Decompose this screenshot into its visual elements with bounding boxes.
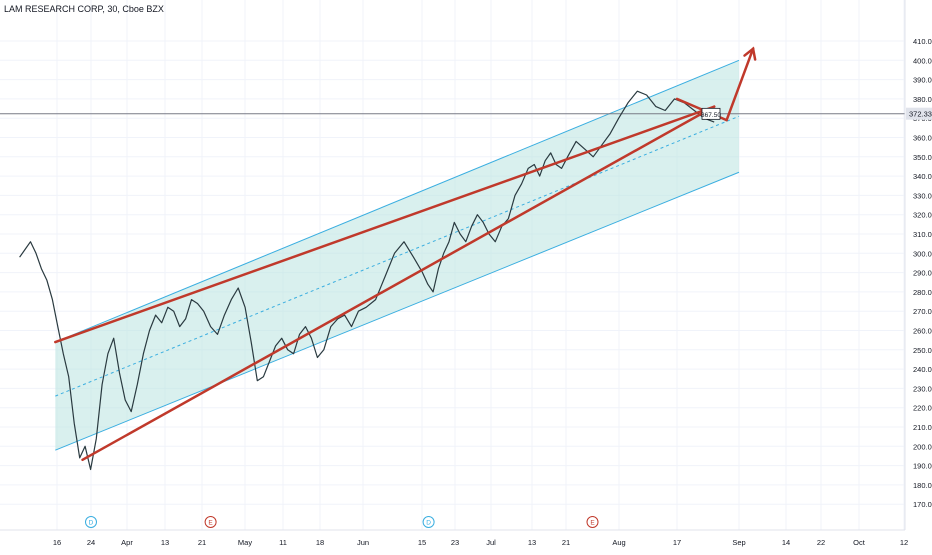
y-tick-label: 280.00	[913, 288, 932, 297]
y-tick-label: 400.00	[913, 56, 932, 65]
y-tick-label: 240.00	[913, 365, 932, 374]
x-tick-label: 23	[451, 538, 459, 547]
event-marker-label: E	[590, 520, 595, 527]
channel-fill	[55, 60, 740, 451]
y-tick-label: 260.00	[913, 327, 932, 336]
y-tick-label: 220.00	[913, 404, 932, 413]
event-marker-label: D	[89, 520, 94, 527]
event-marker	[85, 516, 97, 528]
y-tick-label: 250.00	[913, 346, 932, 355]
chart-title: LAM RESEARCH CORP, 30, Cboe BZX	[4, 4, 164, 14]
event-marker-label: D	[426, 520, 431, 527]
y-tick-label: 360.00	[913, 134, 932, 143]
current-price-badge	[906, 107, 932, 120]
x-tick-label: 22	[817, 538, 825, 547]
x-tick-label: Jul	[486, 538, 496, 547]
y-tick-label: 340.00	[913, 172, 932, 181]
x-tick-label: 21	[562, 538, 570, 547]
y-tick-label: 380.00	[913, 95, 932, 104]
price-series-line	[19, 90, 715, 471]
y-tick-label: 300.00	[913, 249, 932, 258]
x-tick-label: Jun	[357, 538, 369, 547]
x-tick-label: 16	[53, 538, 61, 547]
y-tick-label: 200.00	[913, 442, 932, 451]
annotation-label: 367.50	[701, 112, 721, 119]
x-tick-label: May	[238, 538, 252, 547]
x-tick-label: Sep	[732, 538, 745, 547]
x-tick-label: Oct	[853, 538, 866, 547]
y-tick-label: 390.00	[913, 76, 932, 85]
y-tick-label: 290.00	[913, 269, 932, 278]
x-tick-label: 21	[198, 538, 206, 547]
x-tick-label: 13	[161, 538, 169, 547]
x-tick-label: 17	[673, 538, 681, 547]
y-tick-label: 230.00	[913, 384, 932, 393]
annotation-box	[701, 107, 721, 120]
event-marker	[586, 516, 599, 528]
event-marker-label: E	[208, 520, 213, 527]
y-tick-label: 270.00	[913, 307, 932, 316]
trendline	[54, 105, 716, 344]
current-price-label: 372.33	[909, 110, 932, 119]
event-marker	[204, 516, 217, 528]
x-tick-label: 12	[900, 538, 908, 547]
y-tick-label: 320.00	[913, 211, 932, 220]
x-tick-label: 24	[87, 538, 95, 547]
y-tick-label: 170.00	[913, 500, 932, 509]
x-tick-label: Apr	[121, 538, 133, 547]
trendline	[81, 105, 716, 462]
y-tick-label: 310.00	[913, 230, 932, 239]
x-tick-label: 14	[782, 538, 790, 547]
x-tick-label: 13	[528, 538, 536, 547]
y-tick-label: 190.00	[913, 462, 932, 471]
x-tick-label: Aug	[612, 538, 625, 547]
y-tick-label: 350.00	[913, 153, 932, 162]
y-tick-label: 410.00	[913, 37, 932, 46]
x-tick-label: 11	[279, 538, 287, 547]
trend-arrowhead	[743, 46, 757, 61]
y-tick-label: 210.00	[913, 423, 932, 432]
x-tick-label: 15	[418, 538, 426, 547]
channel-lower-line	[55, 171, 740, 451]
trendline	[725, 47, 755, 122]
y-tick-label: 180.00	[913, 481, 932, 490]
x-tick-label: 18	[316, 538, 324, 547]
event-marker	[422, 516, 435, 528]
y-tick-label: 330.00	[913, 191, 932, 200]
